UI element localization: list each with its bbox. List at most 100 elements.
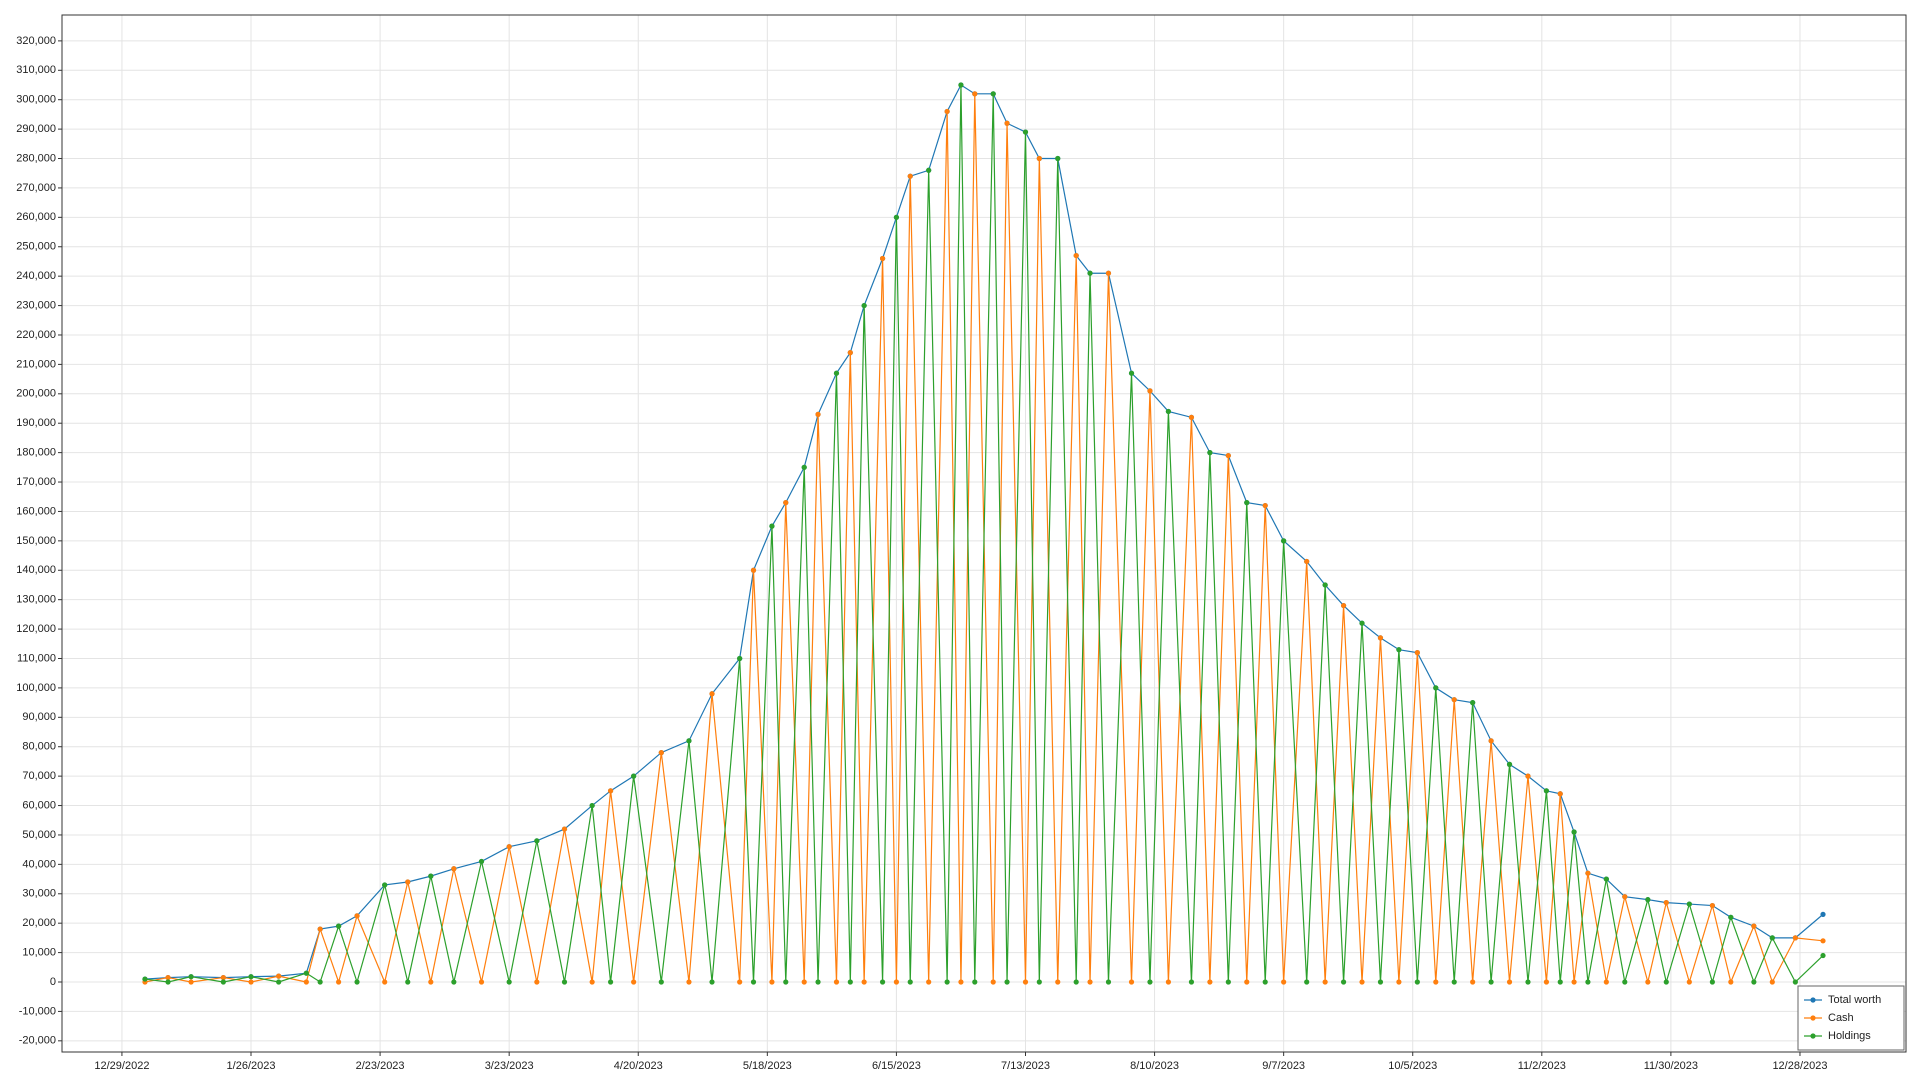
data-point <box>1751 979 1757 985</box>
data-point <box>1128 370 1135 376</box>
data-point <box>1165 979 1171 985</box>
data-point <box>1396 979 1402 985</box>
x-tick-label: 12/29/2022 <box>94 1060 149 1072</box>
data-point <box>1073 252 1079 259</box>
data-point <box>506 979 512 985</box>
data-point <box>561 826 568 832</box>
data-point <box>1262 502 1268 509</box>
data-point <box>1585 870 1591 876</box>
data-point <box>658 979 664 985</box>
data-point <box>451 866 457 872</box>
data-point <box>1244 979 1250 985</box>
data-point <box>1377 635 1384 641</box>
data-point <box>737 979 743 985</box>
data-point <box>1769 935 1775 941</box>
data-point <box>1281 979 1287 985</box>
data-point <box>926 167 932 173</box>
y-tick-label: 160,000 <box>16 505 56 517</box>
data-point <box>1128 979 1135 985</box>
data-point <box>1769 979 1775 985</box>
data-point <box>220 974 226 981</box>
x-tick-label: 11/2/2023 <box>1518 1060 1566 1072</box>
x-tick-label: 12/28/2023 <box>1772 1060 1827 1072</box>
data-point <box>1340 979 1347 985</box>
x-tick-label: 1/26/2023 <box>227 1060 276 1072</box>
data-point <box>801 464 807 470</box>
data-point <box>990 979 996 985</box>
data-point <box>1433 685 1439 691</box>
x-tick-label: 7/13/2023 <box>1001 1060 1050 1072</box>
data-point <box>1207 450 1213 456</box>
data-point <box>879 255 886 262</box>
data-point <box>303 970 309 976</box>
data-point <box>1105 979 1112 985</box>
data-point <box>958 979 964 985</box>
data-point <box>1055 979 1061 985</box>
data-point <box>1244 500 1250 506</box>
legend-marker <box>1810 1033 1816 1039</box>
data-point <box>1645 897 1651 903</box>
data-point <box>142 976 148 982</box>
data-point <box>1728 979 1734 985</box>
data-point <box>336 923 342 929</box>
data-point <box>833 979 840 985</box>
y-tick-label: 270,000 <box>16 182 56 194</box>
data-point <box>382 882 388 888</box>
data-point <box>1165 408 1171 415</box>
data-point <box>1506 761 1513 767</box>
data-point <box>1663 899 1669 906</box>
data-point <box>165 974 171 981</box>
legend-marker <box>1810 997 1816 1003</box>
data-point <box>248 974 254 980</box>
data-point <box>1022 979 1029 985</box>
data-point <box>1073 979 1079 985</box>
data-point <box>1470 979 1476 985</box>
data-point <box>1004 120 1010 126</box>
y-tick-label: 10,000 <box>22 947 56 959</box>
y-tick-label: 200,000 <box>16 388 56 400</box>
y-tick-label: 100,000 <box>16 682 56 694</box>
legend-marker <box>1810 1015 1816 1021</box>
data-point <box>1622 894 1628 900</box>
data-point <box>1645 979 1651 985</box>
y-tick-label: 90,000 <box>22 711 56 723</box>
data-point <box>1451 979 1457 985</box>
data-point <box>750 567 757 573</box>
data-point <box>1105 270 1112 276</box>
y-tick-label: 240,000 <box>16 270 56 282</box>
data-point <box>750 979 757 985</box>
data-point <box>833 370 840 376</box>
data-point <box>1414 979 1420 985</box>
y-tick-label: 140,000 <box>16 564 56 576</box>
y-tick-label: 120,000 <box>16 623 56 635</box>
data-point <box>847 350 853 356</box>
data-point <box>1543 788 1550 794</box>
data-point <box>1543 979 1550 985</box>
data-point <box>1488 979 1494 985</box>
data-point <box>1585 979 1591 985</box>
legend-label: Holdings <box>1828 1030 1871 1042</box>
data-point <box>907 979 913 985</box>
data-point <box>220 979 226 985</box>
data-point <box>589 802 595 809</box>
data-point <box>506 844 512 850</box>
x-tick-label: 5/18/2023 <box>743 1060 792 1072</box>
data-point <box>1304 979 1310 985</box>
data-point <box>1188 979 1195 985</box>
data-point <box>1036 979 1042 985</box>
data-point <box>1281 538 1287 544</box>
x-tick-label: 10/5/2023 <box>1388 1060 1437 1072</box>
data-point <box>893 214 900 220</box>
data-point <box>847 979 853 985</box>
y-tick-label: 30,000 <box>22 888 56 900</box>
data-point <box>709 691 715 697</box>
y-tick-label: -20,000 <box>19 1035 56 1047</box>
data-point <box>382 979 388 985</box>
data-point <box>1525 773 1531 779</box>
data-point <box>1557 791 1563 797</box>
data-point <box>709 979 715 985</box>
data-point <box>1820 938 1826 944</box>
plot-border <box>61 14 1907 1053</box>
data-point <box>336 979 342 985</box>
